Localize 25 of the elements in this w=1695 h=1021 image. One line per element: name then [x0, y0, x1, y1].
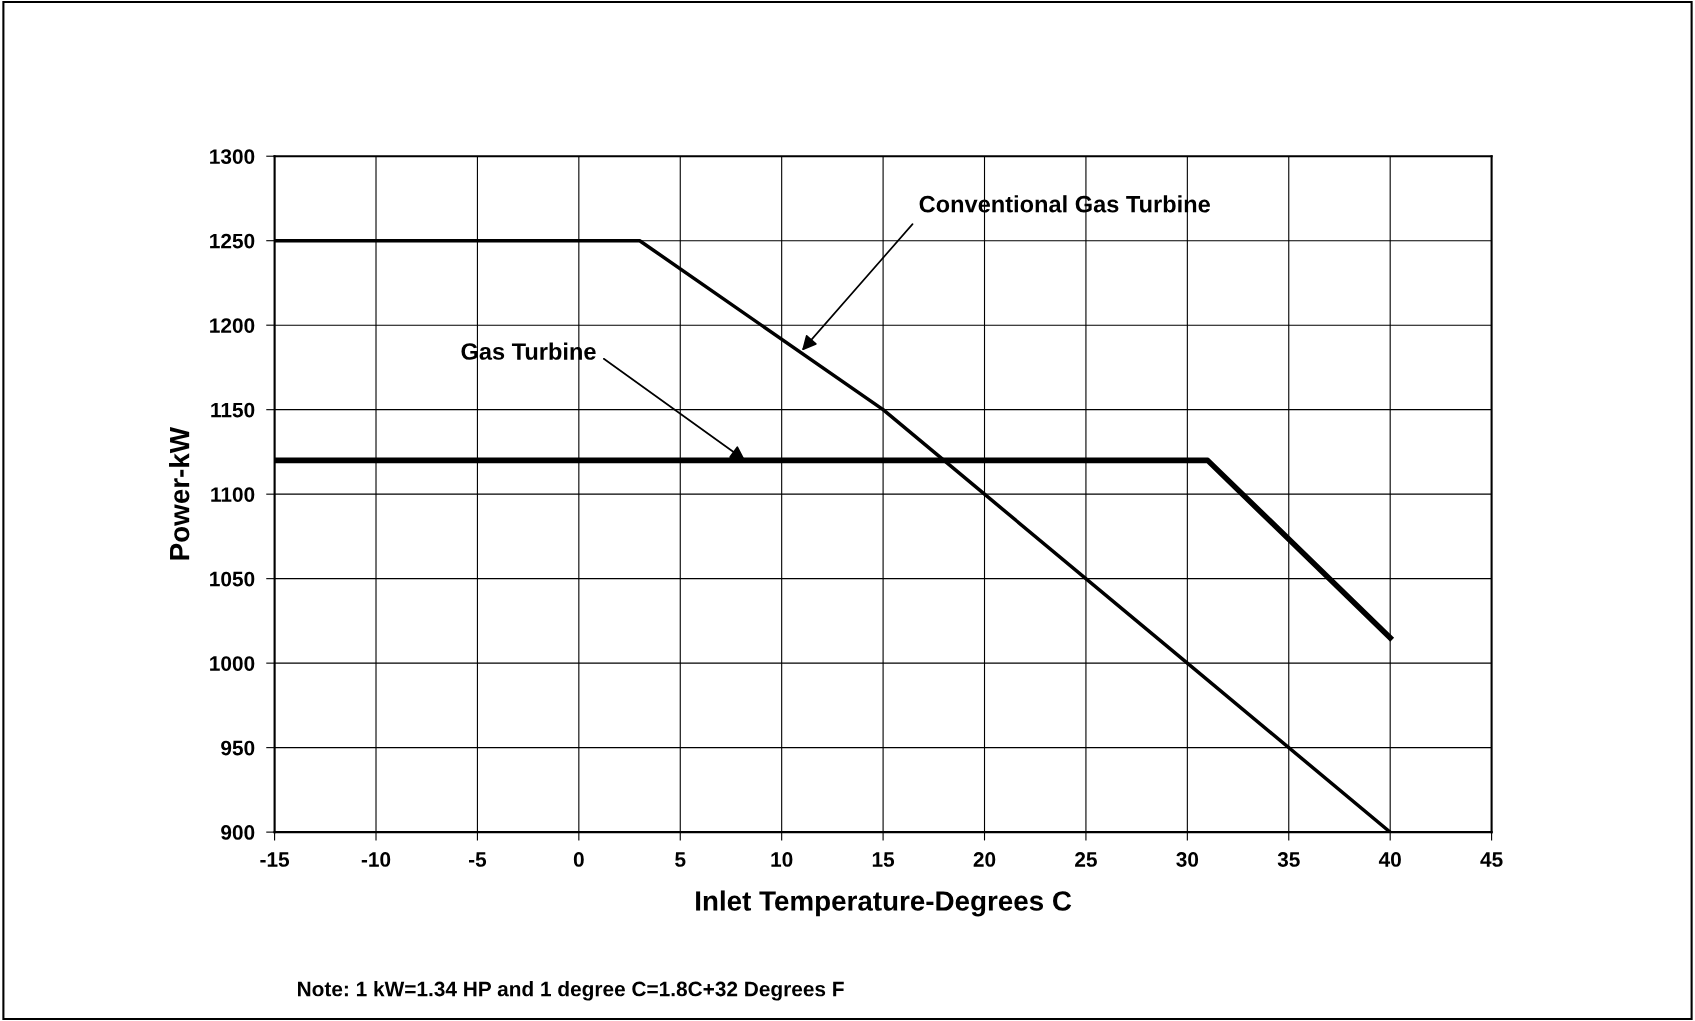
x-tick-label: -15	[260, 852, 290, 867]
x-tick-label: 30	[1176, 852, 1199, 867]
y-tick-label: 1050	[210, 571, 255, 587]
y-tick-label: 950	[221, 740, 255, 756]
x-tick-label: 5	[675, 852, 686, 867]
x-tick-label: 40	[1378, 852, 1401, 867]
y-tick-label: 1300	[210, 149, 255, 164]
text: Note: 1 kW=1.34 HP and 1 degree C=1.8C+32 Degrees F	[298, 981, 844, 1001]
x-tick-label: 45	[1480, 852, 1503, 867]
y-tick-label: 1100	[211, 487, 255, 502]
y-tick-label: 1150	[211, 402, 255, 418]
x-tick-label: -5	[468, 852, 487, 867]
x-tick-label: 0	[573, 852, 584, 867]
x-tick-label: -10	[361, 852, 391, 867]
y-tick-label: 1000	[210, 656, 255, 671]
x-axis-title: Inlet Temperature-Degrees C	[696, 890, 1072, 917]
y-tick-label: 1250	[210, 233, 255, 249]
x-tick-label: 35	[1277, 852, 1300, 867]
x-tick-label: 10	[771, 852, 793, 867]
y-tick-label: 900	[221, 825, 255, 840]
x-tick-label: 25	[1075, 852, 1097, 867]
y-axis-title: Power-kW	[169, 427, 190, 560]
y-tick-label: 1200	[210, 318, 255, 333]
x-tick-label: 15	[872, 852, 895, 867]
x-tick-label: 20	[973, 852, 996, 867]
